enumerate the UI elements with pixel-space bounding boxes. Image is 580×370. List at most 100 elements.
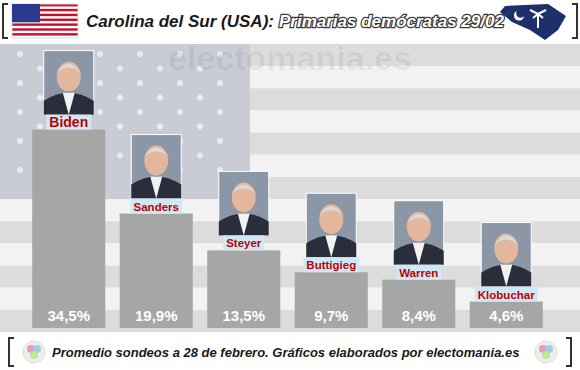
flag-star: [117, 124, 123, 130]
bracket: [9, 338, 14, 366]
flag-star: [17, 80, 23, 86]
photo-face: [494, 234, 518, 264]
bar: [295, 272, 368, 328]
icon-flag-border: [12, 4, 78, 38]
icon-flag-canton: [12, 4, 40, 22]
icon-state: [500, 4, 566, 40]
category-label-bg: [131, 199, 182, 214]
photo-bg: [481, 223, 531, 287]
data-label: 19,9%: [135, 307, 178, 324]
flag-star: [177, 109, 183, 115]
photo-bg: [44, 51, 94, 115]
photo-shirt: [63, 93, 75, 115]
category-label: Biden: [49, 114, 88, 130]
photo-shirt: [150, 177, 162, 199]
icon-palmetto: [530, 10, 546, 18]
photo-hair: [407, 214, 431, 223]
photo-face: [57, 62, 81, 92]
flag-star: [137, 80, 143, 86]
flag-star: [37, 124, 43, 130]
category-label-bg: [396, 265, 441, 280]
photo-body: [44, 93, 94, 115]
flag-star: [217, 138, 223, 144]
photo-face: [232, 182, 256, 212]
bar: [470, 302, 543, 328]
bar: [382, 280, 455, 328]
photo-hair: [319, 206, 343, 215]
category-label: Steyer: [226, 237, 262, 249]
flag-star: [97, 51, 103, 57]
flag-star: [117, 153, 123, 159]
bar: [120, 214, 193, 328]
flag-star: [17, 109, 23, 115]
photo-bg: [131, 135, 181, 199]
photo-shirt: [325, 235, 337, 257]
icon-flag-stripe: [12, 28, 78, 30]
flag-star: [217, 80, 223, 86]
subtitle: Primarias demócratas 29/02: [279, 12, 504, 31]
photo-shirt: [500, 265, 512, 287]
data-label: 9,7%: [314, 307, 348, 324]
category-label: Warren: [399, 267, 438, 279]
bar: [207, 250, 280, 328]
data-label: 34,5%: [47, 307, 90, 324]
icon-crescent: [514, 11, 524, 21]
chart-container: Carolina del Sur (USA): Primarias demócra…: [0, 0, 580, 370]
flag-star: [117, 66, 123, 72]
photo-hair: [494, 236, 518, 245]
photo-face: [144, 146, 168, 176]
bar: [32, 130, 105, 328]
source: Promedio sondeos a 28 de febrero. Gráfic…: [52, 345, 519, 360]
logo: [23, 341, 45, 363]
photo: [481, 223, 531, 287]
bracket: [3, 4, 8, 38]
flag-star: [97, 109, 103, 115]
category-label-bg: [223, 235, 264, 250]
photo-hair: [232, 184, 256, 193]
flag-star: [197, 95, 203, 101]
photo: [306, 193, 356, 257]
category-label: Buttigieg: [306, 259, 356, 271]
data-label: 13,5%: [222, 307, 265, 324]
category-label: Klobuchar: [478, 289, 535, 301]
photo-shirt: [413, 243, 425, 265]
flag-star: [137, 51, 143, 57]
flag-star: [197, 153, 203, 159]
photo-bg: [394, 201, 444, 265]
flag-star: [157, 95, 163, 101]
logo-dot: [30, 351, 38, 359]
header-band: [0, 0, 580, 42]
photo: [394, 201, 444, 265]
flag-star: [37, 66, 43, 72]
flag-star: [157, 124, 163, 130]
category-label-bg: [303, 257, 359, 272]
flag-star: [17, 167, 23, 173]
flag-star: [117, 95, 123, 101]
bars: [32, 130, 543, 328]
logo: [535, 341, 557, 363]
photo-face: [319, 204, 343, 234]
photo-hair: [144, 148, 168, 157]
title: Carolina del Sur (USA):: [86, 12, 274, 31]
photo: [131, 135, 181, 199]
photo-face: [407, 212, 431, 242]
icon-flag-stripe: [12, 33, 78, 35]
flag-star: [217, 109, 223, 115]
chart-svg: Carolina del Sur (USA): Primarias demócra…: [0, 0, 580, 370]
data-label: 8,4%: [402, 307, 436, 324]
category-label: Sanders: [134, 201, 179, 213]
photo-bg: [306, 193, 356, 257]
icon-flag-stripe: [12, 23, 78, 25]
flag-star: [37, 95, 43, 101]
footer-band: [0, 334, 580, 370]
category-label-bg: [46, 115, 91, 130]
flag-star: [197, 124, 203, 130]
flag-star: [177, 80, 183, 86]
watermark: electomania.es: [168, 39, 412, 77]
photo-body: [219, 213, 269, 235]
photo-shirt: [238, 213, 250, 235]
photo-body: [131, 177, 181, 199]
photo: [219, 171, 269, 235]
photo-bg: [219, 171, 269, 235]
flag-star: [97, 80, 103, 86]
